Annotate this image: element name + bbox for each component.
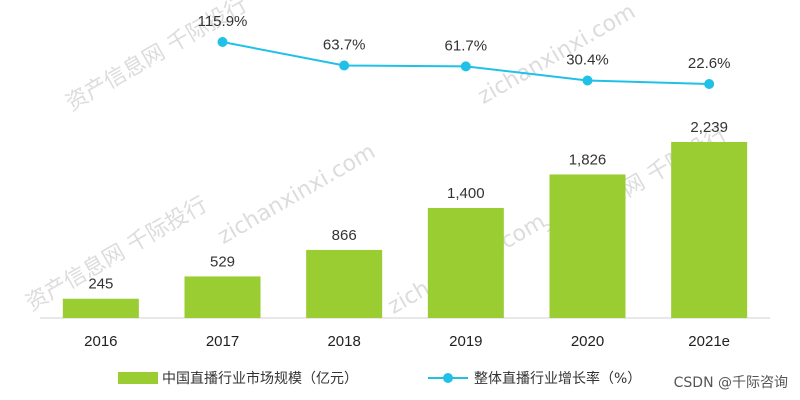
legend-line-marker: [443, 373, 453, 383]
bar: [306, 249, 383, 318]
growth-rate-point: [217, 37, 228, 47]
growth-rate-point: [339, 60, 350, 71]
growth-rate-point: [704, 79, 715, 89]
bar-value-label: 245: [88, 276, 113, 293]
growth-rate-series: 115.9% 63.7% 61.7% 30.4% 22.6%: [198, 13, 731, 89]
growth-rate-label: 61.7%: [445, 37, 488, 54]
bar-value-label: 1,826: [569, 151, 607, 168]
bar-value-label: 1,400: [447, 185, 485, 202]
legend-line-label: 整体直播行业增长率（%）: [474, 370, 641, 387]
growth-rate-point: [460, 61, 471, 72]
bar: [549, 174, 626, 318]
x-tick-label: 2019: [449, 333, 482, 350]
legend: 中国直播行业市场规模（亿元） 整体直播行业增长率（%）: [118, 370, 641, 387]
growth-rate-label: 115.9%: [198, 13, 248, 30]
x-tick-label: 2021e: [688, 333, 730, 350]
bar-value-label: 866: [332, 227, 357, 244]
bar: [184, 276, 261, 318]
growth-rate-point: [582, 75, 593, 86]
growth-rate-label: 30.4%: [566, 52, 609, 69]
bar-series: [62, 142, 748, 318]
watermark-text: zichanxinxi.com: [474, 0, 640, 110]
credit-text: CSDN @千际咨询: [674, 375, 788, 391]
bar-value-labels: 245 529 866 1,400 1,826 2,239: [88, 119, 728, 293]
watermark-text: 资产信息网 千际投行: [22, 192, 212, 316]
legend-bar-label: 中国直播行业市场规模（亿元）: [162, 370, 358, 387]
bar: [62, 298, 139, 318]
bar: [671, 142, 748, 318]
bar: [427, 207, 504, 318]
x-tick-label: 2018: [327, 333, 360, 350]
growth-rate-label: 22.6%: [688, 55, 731, 72]
x-tick-label: 2017: [206, 333, 239, 350]
x-tick-label: 2020: [571, 333, 604, 350]
x-axis-tick-labels: 2016 2017 2018 2019 2020 2021e: [84, 333, 730, 350]
growth-rate-label: 63.7%: [323, 37, 366, 54]
legend-bar-swatch: [118, 372, 158, 384]
bar-value-label: 2,239: [690, 119, 728, 136]
bar-value-label: 529: [210, 253, 235, 270]
x-tick-label: 2016: [84, 333, 117, 350]
